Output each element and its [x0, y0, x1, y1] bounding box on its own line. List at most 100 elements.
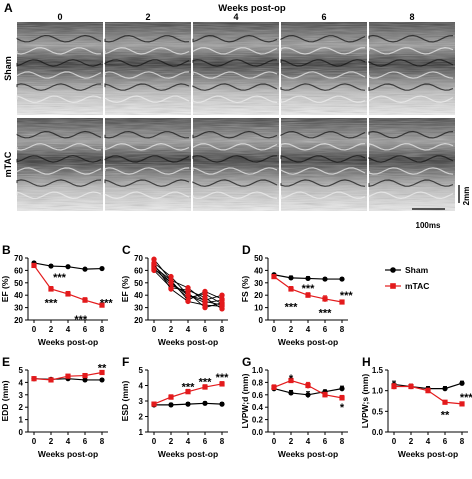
y-tick-label: 4 — [19, 378, 24, 387]
x-tick-label: 2 — [169, 437, 174, 446]
x-tick-label: 8 — [460, 437, 465, 446]
y-tick-label: 1 — [139, 428, 144, 437]
data-point — [339, 395, 345, 401]
data-point — [459, 380, 465, 386]
y-tick-label: 20 — [254, 291, 263, 300]
data-point — [339, 386, 345, 392]
y-tick-label: 1.5 — [372, 366, 384, 375]
significance-label: *** — [45, 298, 59, 310]
y-axis-label: EDD (mm) — [0, 380, 10, 421]
significance-label: ** — [98, 363, 107, 375]
significance-label: *** — [100, 298, 114, 310]
x-tick-label: 0 — [152, 437, 157, 446]
data-point — [168, 394, 174, 400]
x-tick-label: 2 — [289, 325, 294, 334]
data-point — [99, 302, 105, 308]
x-axis-label: Weeks post-op — [38, 449, 98, 459]
y-tick-label: 40 — [254, 266, 263, 275]
x-axis-label: Weeks post-op — [158, 337, 218, 347]
significance-label: *** — [53, 272, 67, 284]
echo-image — [280, 22, 367, 115]
echo-image — [368, 22, 455, 115]
data-point — [339, 299, 345, 305]
data-point — [82, 297, 88, 303]
column-label: 2 — [145, 12, 150, 22]
data-point — [408, 383, 414, 390]
y-tick-label: 40 — [134, 291, 143, 300]
data-point — [202, 302, 208, 308]
data-point — [219, 381, 225, 387]
y-tick-label: 0 — [19, 428, 24, 437]
y-axis-label: LVPW;s (mm) — [360, 374, 370, 429]
panel-a-echo-grid: A Weeks post-op 0 2 4 6 8 Sham mTAC 2mm 100ms — [3, 1, 471, 230]
data-point — [82, 377, 88, 383]
panel-letter: D — [242, 243, 251, 257]
significance-label: * — [340, 402, 345, 414]
data-point — [288, 390, 294, 396]
data-point — [168, 286, 174, 292]
significance-label: *** — [216, 372, 230, 384]
data-point — [305, 292, 311, 298]
significance-label: * — [289, 373, 294, 385]
data-point — [65, 373, 71, 379]
echo-image — [192, 22, 279, 115]
y-tick-label: 50 — [134, 279, 143, 288]
x-tick-label: 4 — [66, 325, 71, 334]
y-tick-label: 30 — [14, 304, 23, 313]
data-point — [185, 292, 191, 298]
data-point — [322, 276, 328, 282]
y-tick-label: 0.0 — [372, 428, 384, 437]
data-point — [202, 288, 208, 295]
data-point — [185, 298, 191, 305]
y-tick-label: 20 — [134, 316, 143, 325]
x-tick-label: 6 — [443, 437, 448, 446]
data-point — [202, 297, 208, 303]
data-point — [82, 372, 88, 379]
legend-marker-sham — [390, 267, 396, 273]
scale-label-100ms: 100ms — [416, 221, 441, 230]
row-label: Sham — [3, 56, 13, 81]
echo-image — [192, 118, 279, 211]
y-tick-label: 0 — [259, 316, 264, 325]
y-tick-label: 40 — [14, 291, 23, 300]
significance-label: ** — [441, 410, 450, 422]
echo-image — [280, 118, 367, 211]
echo-image — [16, 22, 103, 115]
data-point — [151, 401, 157, 407]
x-tick-label: 0 — [272, 325, 277, 334]
panel-letter: B — [2, 243, 11, 257]
x-tick-label: 6 — [83, 325, 88, 334]
y-tick-label: 0.8 — [252, 378, 264, 387]
x-tick-label: 4 — [66, 437, 71, 446]
y-tick-label: 50 — [14, 279, 23, 288]
x-tick-label: 4 — [426, 437, 431, 446]
data-point — [219, 303, 225, 310]
x-tick-label: 2 — [289, 437, 294, 446]
data-point — [65, 264, 71, 270]
x-tick-label: 2 — [169, 325, 174, 334]
column-label: 4 — [233, 12, 238, 22]
x-axis-label: Weeks post-op — [158, 449, 218, 459]
panel-letter: G — [242, 355, 251, 369]
echo-image — [104, 118, 191, 211]
y-tick-label: 70 — [134, 254, 143, 263]
y-axis-label: LVPW;d (mm) — [240, 373, 250, 428]
y-tick-label: 0.0 — [252, 428, 264, 437]
x-axis-label: Weeks post-op — [398, 449, 458, 459]
data-point — [219, 292, 225, 298]
data-point — [219, 401, 225, 407]
data-point — [271, 274, 277, 280]
y-tick-label: 60 — [134, 266, 143, 275]
x-tick-label: 4 — [306, 325, 311, 334]
panel-letter: E — [2, 355, 10, 369]
data-point — [339, 276, 345, 282]
x-axis-label: Weeks post-op — [38, 337, 98, 347]
data-point — [168, 402, 174, 408]
x-tick-label: 8 — [100, 437, 105, 446]
x-tick-label: 0 — [272, 437, 277, 446]
